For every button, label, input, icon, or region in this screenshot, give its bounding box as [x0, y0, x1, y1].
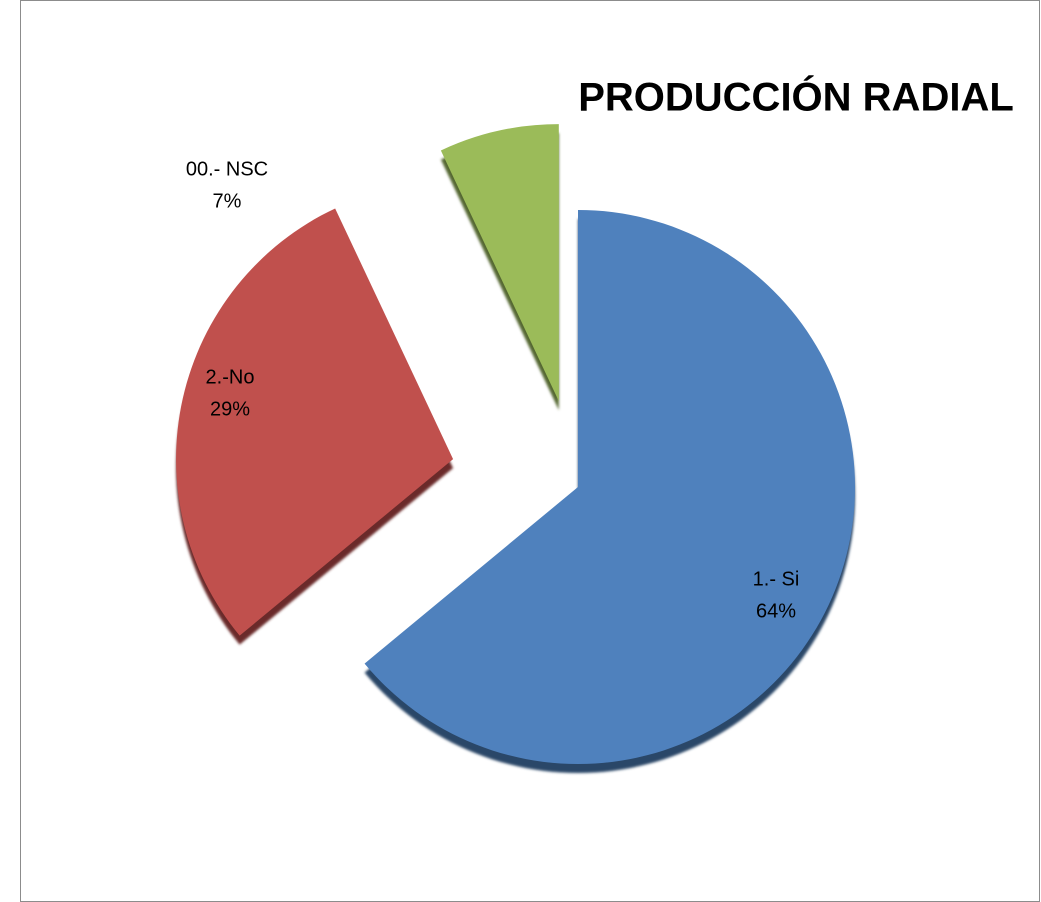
- slice: [440, 124, 559, 402]
- slice: [364, 210, 855, 764]
- slice-value: 7%: [213, 190, 242, 212]
- slice-value: 29%: [210, 398, 250, 420]
- slice-label: 2.-No: [206, 366, 255, 388]
- slice: [176, 208, 454, 636]
- slice-label: 00.- NSC: [186, 158, 268, 180]
- chart-title: PRODUCCIÓN RADIAL: [578, 74, 1014, 120]
- slice-label: 1.- Si: [753, 568, 800, 590]
- slice-value: 64%: [756, 600, 796, 622]
- pie: [176, 124, 855, 773]
